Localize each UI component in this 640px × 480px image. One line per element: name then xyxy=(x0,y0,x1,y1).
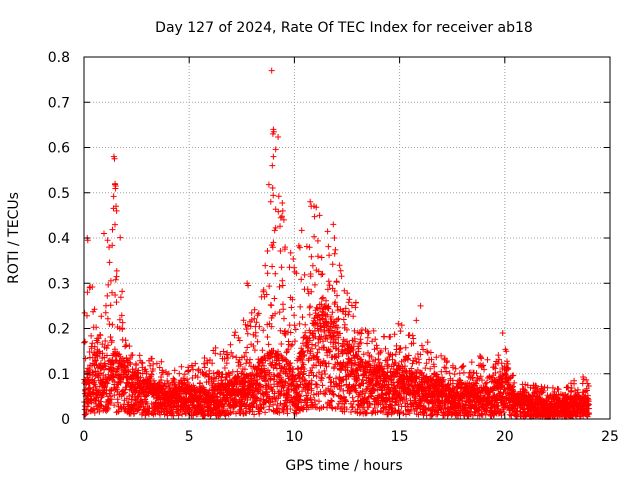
x-axis-label: GPS time / hours xyxy=(285,458,402,474)
peak-point-1 xyxy=(111,155,118,162)
peak-point-20 xyxy=(308,203,315,210)
peak-point-13 xyxy=(269,130,276,137)
peak-point-4 xyxy=(113,203,119,210)
series-0-cloud xyxy=(81,134,592,420)
x-tick-labels: 0 5 10 15 20 25 xyxy=(80,429,619,445)
y-tick-label: 0.2 xyxy=(48,322,70,338)
data-points xyxy=(81,67,592,420)
x-tick-label: 25 xyxy=(601,429,619,445)
peak-point-23 xyxy=(331,235,338,241)
chart-title: Day 127 of 2024, Rate Of TEC Index for r… xyxy=(155,20,533,36)
y-tick-label: 0.5 xyxy=(48,186,70,202)
y-tick-label: 0.4 xyxy=(48,231,70,247)
axis-ticks xyxy=(83,56,611,420)
peak-point-27 xyxy=(245,282,252,289)
x-tick-label: 5 xyxy=(185,429,194,445)
y-tick-label: 0 xyxy=(61,412,70,428)
grid xyxy=(84,57,610,419)
peak-point-25 xyxy=(417,302,424,309)
y-tick-label: 0.3 xyxy=(48,276,70,292)
x-tick-label: 15 xyxy=(391,429,409,445)
x-tick-label: 0 xyxy=(80,429,89,445)
y-axis-label: ROTI / TECUs xyxy=(6,192,22,284)
peak-point-16 xyxy=(267,198,274,205)
peak-point-14 xyxy=(270,153,277,160)
y-tick-label: 0.6 xyxy=(48,141,70,157)
peak-point-21 xyxy=(316,212,323,219)
x-tick-label: 20 xyxy=(496,429,514,445)
y-tick-labels: 0 0.1 0.2 0.3 0.4 0.5 0.6 0.7 0.8 xyxy=(48,50,70,428)
peak-point-9 xyxy=(104,237,111,244)
y-tick-label: 0.1 xyxy=(48,367,70,383)
peak-point-5 xyxy=(113,207,120,214)
y-tick-label: 0.8 xyxy=(48,50,70,66)
peak-point-19 xyxy=(307,198,314,205)
peak-point-18 xyxy=(280,216,287,223)
y-tick-label: 0.7 xyxy=(48,95,70,111)
peak-point-15 xyxy=(269,162,276,169)
x-tick-label: 10 xyxy=(285,429,303,445)
peak-point-22 xyxy=(330,221,337,228)
peak-point-8 xyxy=(101,230,107,237)
peak-point-17 xyxy=(279,207,286,214)
peak-point-3 xyxy=(112,183,119,189)
peak-point-24 xyxy=(499,330,506,336)
peak-point-10 xyxy=(268,67,275,74)
